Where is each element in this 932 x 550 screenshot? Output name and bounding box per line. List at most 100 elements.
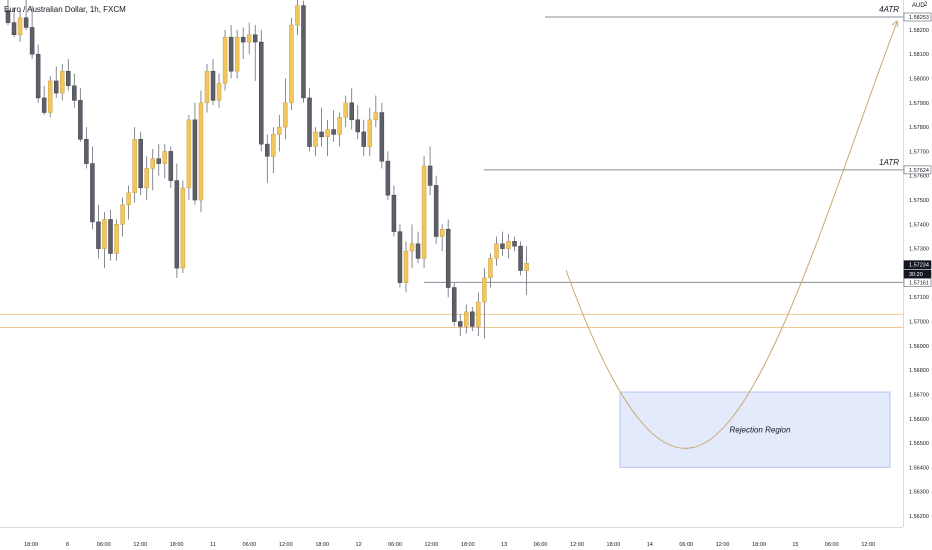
candle-body	[240, 36, 246, 43]
candle-body	[108, 219, 113, 254]
x-tick-label: 13	[501, 542, 507, 548]
y-tick-label: 1.56900	[909, 344, 929, 350]
y-tick-label: 1.57400	[909, 222, 929, 228]
x-tick-label: 18:00	[170, 542, 184, 548]
candle	[90, 146, 95, 230]
y-tick-label: 1.56800	[909, 368, 929, 374]
candle-body	[367, 119, 373, 147]
candle	[138, 131, 143, 196]
candle-body	[114, 224, 119, 254]
candle-body	[524, 262, 529, 271]
candle-body	[331, 129, 336, 135]
candle	[78, 88, 83, 142]
y-tick-label: 1.57100	[909, 295, 929, 301]
candle	[313, 127, 318, 157]
candle-body	[518, 245, 523, 271]
candle-body	[35, 53, 41, 99]
candle-body	[433, 185, 439, 237]
projection-curve[interactable]	[565, 21, 898, 449]
y-tick-label: 1.58100	[909, 52, 929, 58]
x-tick-label: 15	[792, 542, 798, 548]
candle	[132, 127, 137, 203]
x-tick-label: 18:00	[752, 542, 766, 548]
candle-body	[421, 165, 427, 259]
candle-body	[259, 41, 264, 145]
candle	[186, 114, 192, 201]
candle-body	[313, 131, 318, 147]
candle	[451, 282, 457, 327]
y-tick-label: 1.57600	[909, 174, 929, 180]
x-tick-label: 06:00	[825, 542, 839, 548]
candle	[66, 59, 71, 91]
candle	[476, 292, 481, 337]
candle	[464, 304, 469, 334]
y-tick-label: 1.57700	[909, 149, 929, 155]
candle	[409, 224, 415, 269]
x-tick-label: 18:00	[461, 542, 475, 548]
x-tick-label: 12:00	[133, 542, 147, 548]
candle-body	[361, 131, 367, 147]
candle-body	[355, 119, 360, 133]
candle-body	[500, 243, 505, 249]
candle-body	[301, 5, 306, 99]
candle	[114, 219, 119, 261]
atr-level-label: 1ATR	[879, 158, 899, 167]
candle	[403, 241, 409, 293]
candle	[96, 204, 101, 259]
x-tick-label: 12:00	[425, 542, 439, 548]
candle-body	[186, 119, 192, 189]
x-tick-label: 06:00	[243, 542, 257, 548]
candle	[319, 107, 324, 147]
y-tick-label: 1.56300	[909, 490, 929, 496]
x-tick-label: 8	[66, 542, 69, 548]
y-tick-label: 1.58000	[909, 76, 929, 82]
candle-body	[289, 24, 294, 104]
candle	[361, 119, 367, 157]
candle	[156, 144, 161, 176]
candle	[427, 146, 433, 196]
y-tick-label: 1.56700	[909, 392, 929, 398]
candle-body	[343, 102, 348, 118]
candle-body	[439, 228, 445, 237]
candle	[150, 148, 155, 191]
candle-body	[379, 112, 385, 162]
x-tick-label: 12	[356, 542, 362, 548]
candle	[144, 156, 149, 201]
candle-body	[337, 117, 342, 135]
candle	[29, 5, 35, 60]
candle	[228, 25, 234, 79]
price-label-text: 1.57624	[909, 168, 929, 174]
candle	[108, 209, 113, 261]
candle-body	[427, 165, 433, 186]
rejection-region-label: Rejection Region	[730, 426, 791, 435]
price-label-text: 30:20	[909, 272, 923, 278]
price-label-text: 1.57161	[909, 280, 929, 286]
candle	[421, 156, 427, 269]
candle	[35, 44, 41, 103]
candle-body	[234, 36, 240, 72]
candle	[47, 76, 53, 118]
x-tick-label: 18:00	[607, 542, 621, 548]
candle-body	[180, 187, 186, 269]
x-tick-label: 12:00	[716, 542, 730, 548]
candle-body	[192, 119, 198, 201]
candle	[325, 119, 330, 157]
chart-title: Euro / Australian Dollar, 1h, FXCM	[4, 5, 126, 14]
candle	[210, 59, 216, 106]
candle	[337, 112, 342, 147]
candle-body	[102, 219, 107, 249]
candle	[41, 85, 47, 115]
candle	[439, 224, 445, 252]
candle	[355, 105, 360, 140]
candle-body	[72, 85, 77, 101]
y-tick-label: 1.57300	[909, 247, 929, 253]
price-label-box	[903, 278, 932, 287]
candle-body	[96, 221, 101, 249]
candle-body	[409, 243, 415, 252]
candle-body	[506, 241, 511, 249]
candle-body	[168, 151, 174, 181]
candle	[84, 127, 89, 169]
rejection-region-box[interactable]	[619, 391, 891, 468]
candle	[391, 185, 397, 237]
